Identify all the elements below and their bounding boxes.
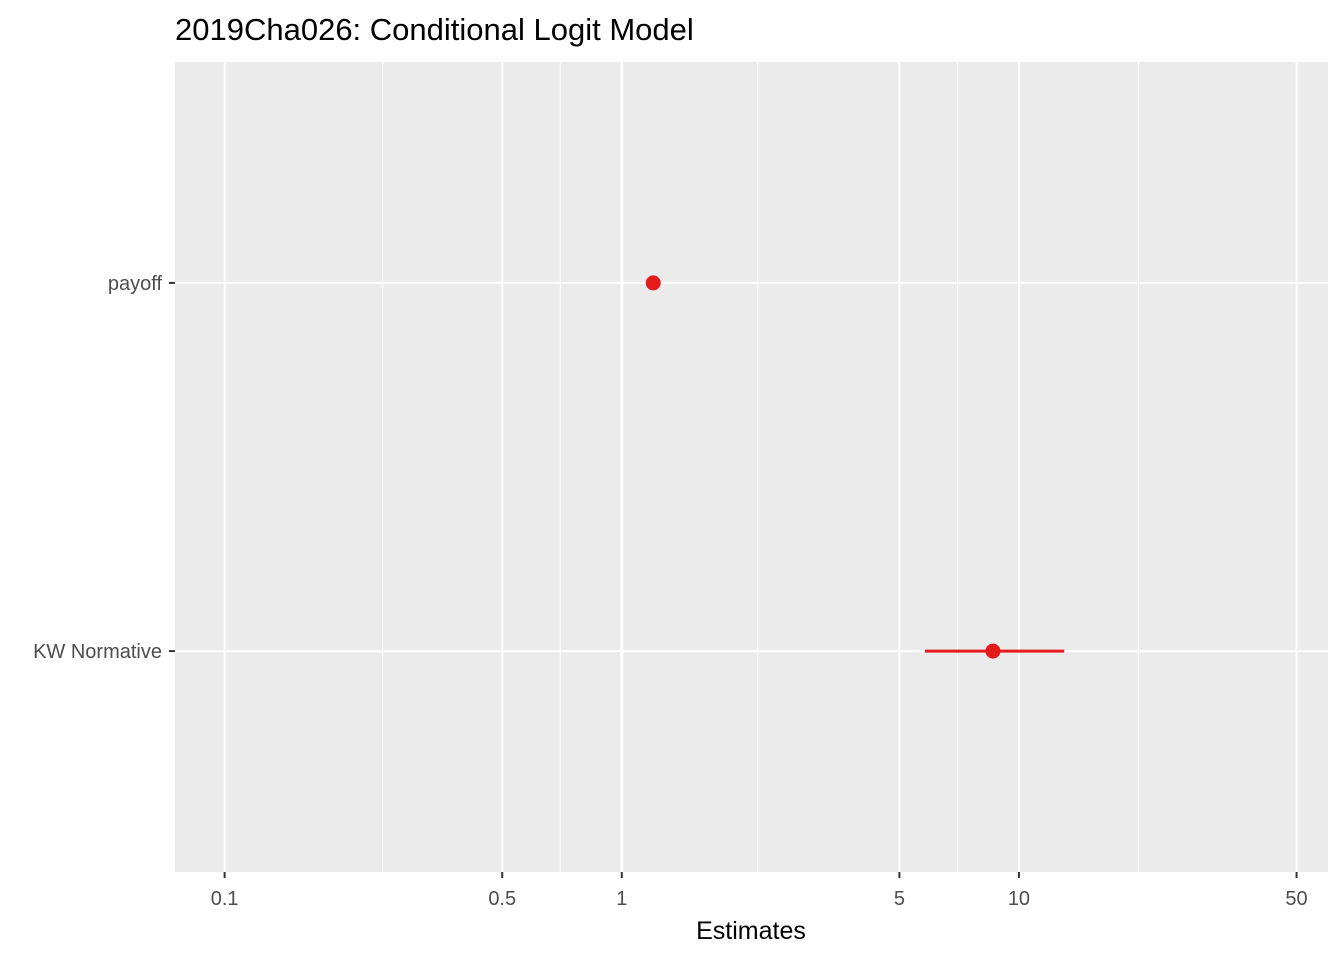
- x-tick-label: 10: [1008, 888, 1030, 910]
- x-tick-label: 1: [616, 888, 627, 910]
- y-axis: payoff KW Normative: [33, 273, 175, 663]
- estimate-point: [645, 275, 661, 291]
- x-tick-label: 50: [1285, 888, 1307, 910]
- data-marks: [645, 275, 1065, 659]
- x-tick-label: 0.1: [211, 888, 239, 910]
- x-tick-label: 5: [894, 888, 905, 910]
- x-tick-label: 0.5: [488, 888, 516, 910]
- x-axis: 0.1 0.5 1 5 10 50: [211, 872, 1308, 910]
- y-tick-label: KW Normative: [33, 641, 162, 663]
- major-gridlines: [175, 62, 1328, 872]
- estimate-point: [985, 643, 1001, 659]
- y-tick-label: payoff: [108, 273, 163, 295]
- minor-gridlines: [382, 62, 1140, 872]
- plot-panel: [175, 62, 1328, 872]
- chart-title: 2019Cha026: Conditional Logit Model: [175, 12, 694, 47]
- x-axis-title: Estimates: [696, 917, 806, 945]
